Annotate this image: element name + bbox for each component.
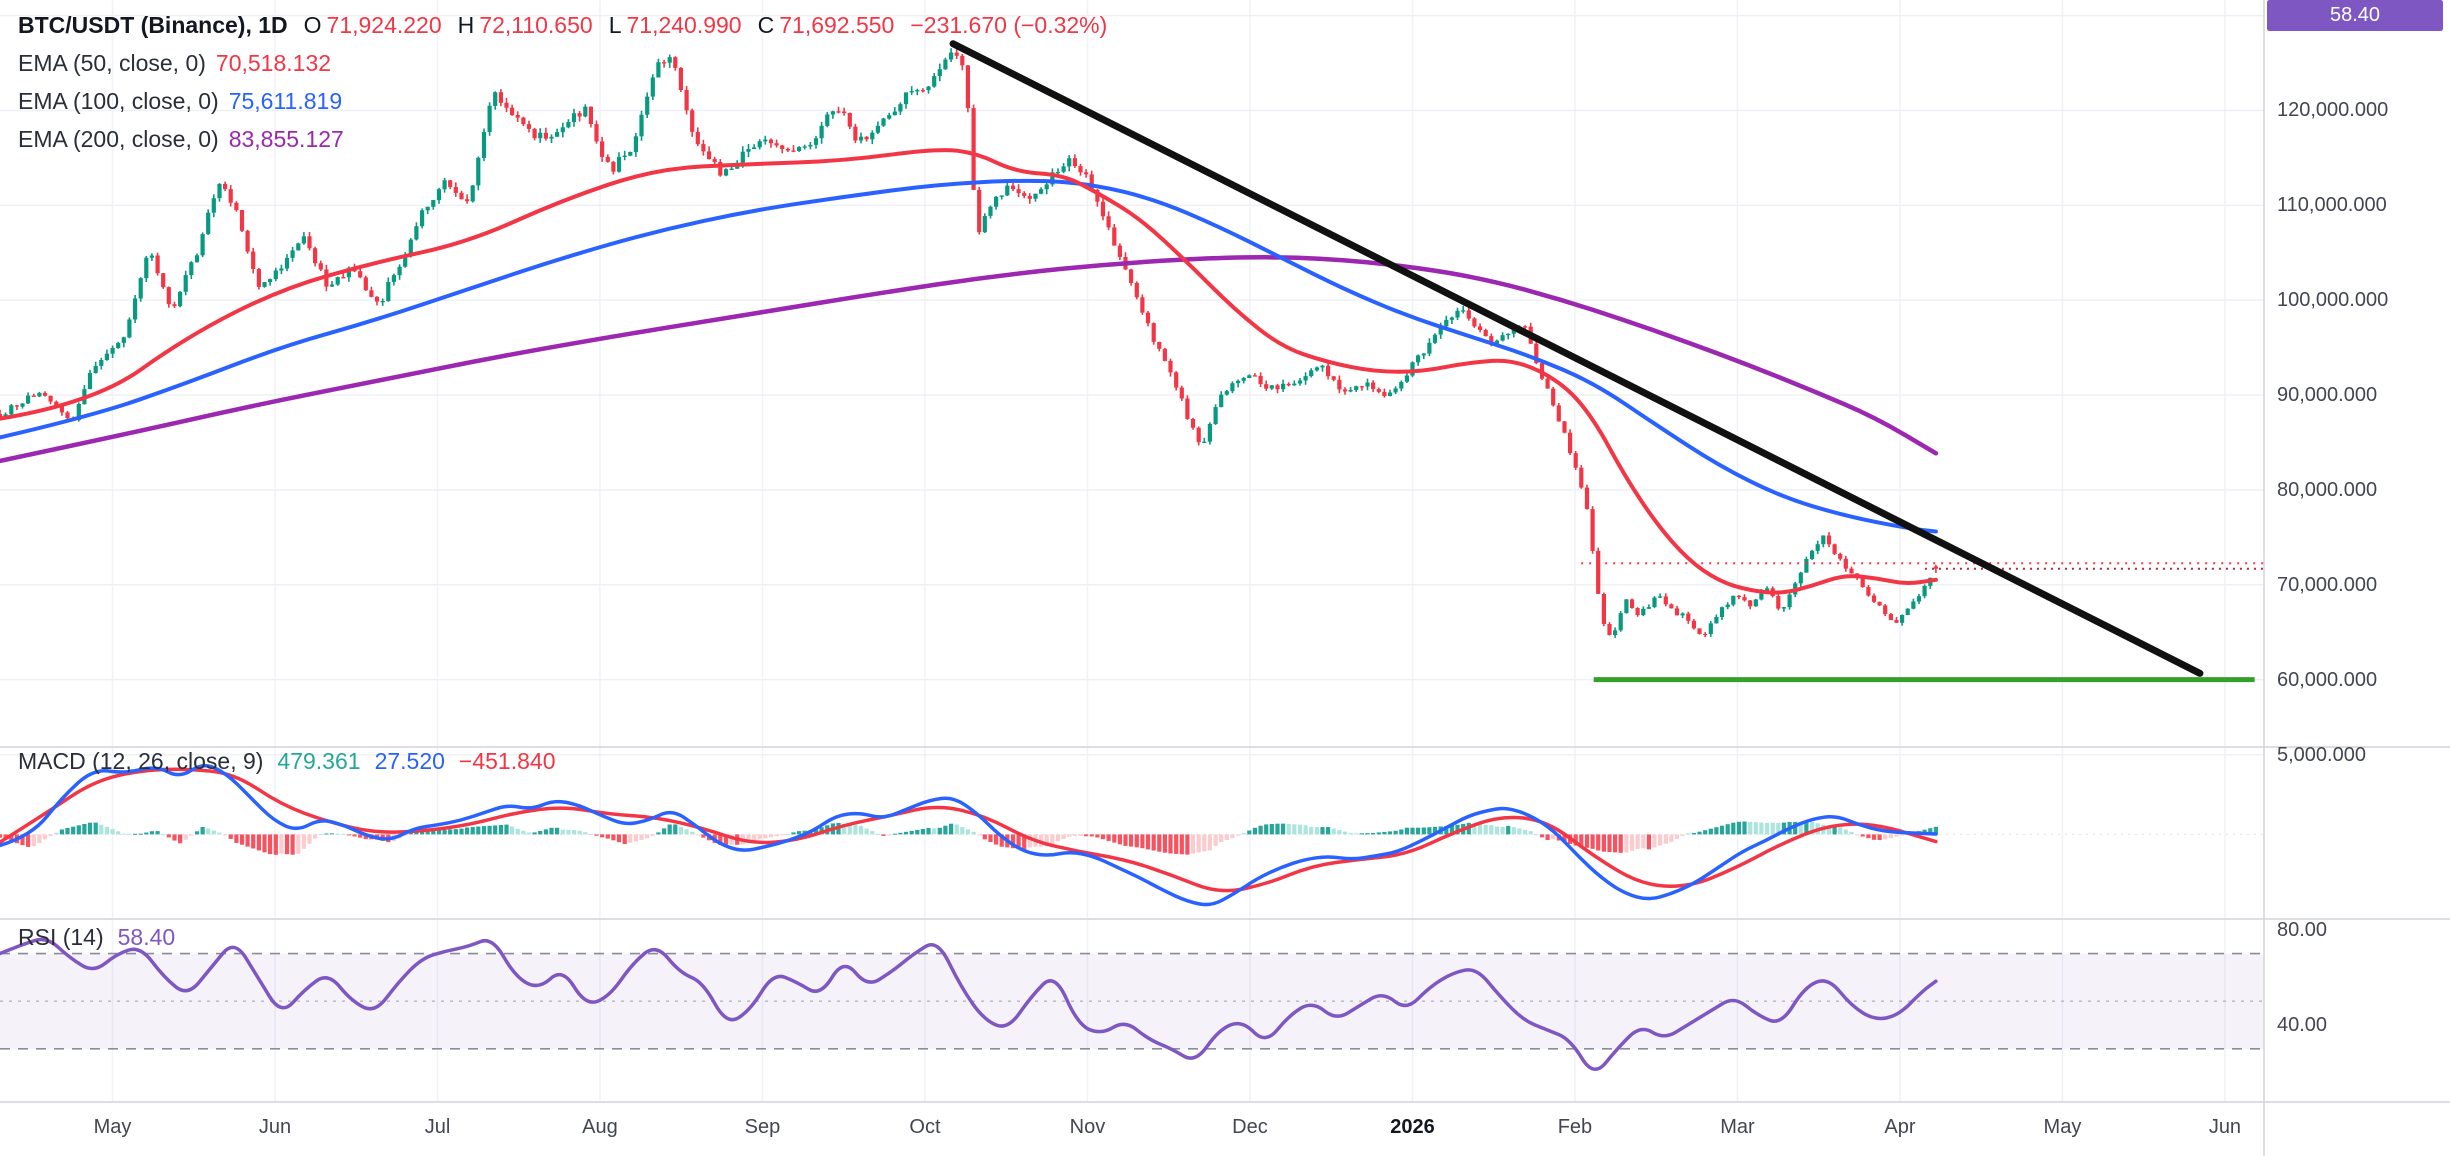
ema50-line bbox=[0, 148, 1938, 595]
time-label-mar: Mar bbox=[1720, 1116, 1755, 1138]
trendline[interactable] bbox=[949, 40, 2204, 677]
candles bbox=[0, 48, 1938, 638]
time-label-nov: Nov bbox=[1069, 1116, 1106, 1138]
time-label-aug: Aug bbox=[582, 1116, 618, 1138]
time-label-jun: Jun bbox=[2208, 1116, 2242, 1138]
macd-line bbox=[0, 763, 1938, 907]
ema200-line bbox=[0, 255, 1939, 464]
time-label-feb: Feb bbox=[1557, 1116, 1593, 1138]
ema100-line bbox=[0, 178, 1938, 534]
time-label-dec: Dec bbox=[1232, 1116, 1268, 1138]
gridlines bbox=[0, 0, 2264, 1102]
time-label-oct: Oct bbox=[909, 1116, 941, 1138]
time-label-sep: Sep bbox=[744, 1116, 781, 1138]
time-axis[interactable]: May Jun Jul Aug Sep Oct Nov Dec 2026 Feb Mar Apr May… bbox=[0, 1102, 2450, 1156]
time-label-may: May bbox=[2043, 1116, 2082, 1138]
time-label-jul: Jul bbox=[424, 1116, 451, 1138]
time-label-jun: Jun bbox=[258, 1116, 292, 1138]
rsi-line bbox=[0, 937, 1938, 1071]
time-label-may: May bbox=[93, 1116, 132, 1138]
time-label-2026: 2026 bbox=[1390, 1116, 1435, 1138]
time-label-apr: Apr bbox=[1884, 1116, 1916, 1138]
rsi-band bbox=[0, 953, 2264, 1049]
